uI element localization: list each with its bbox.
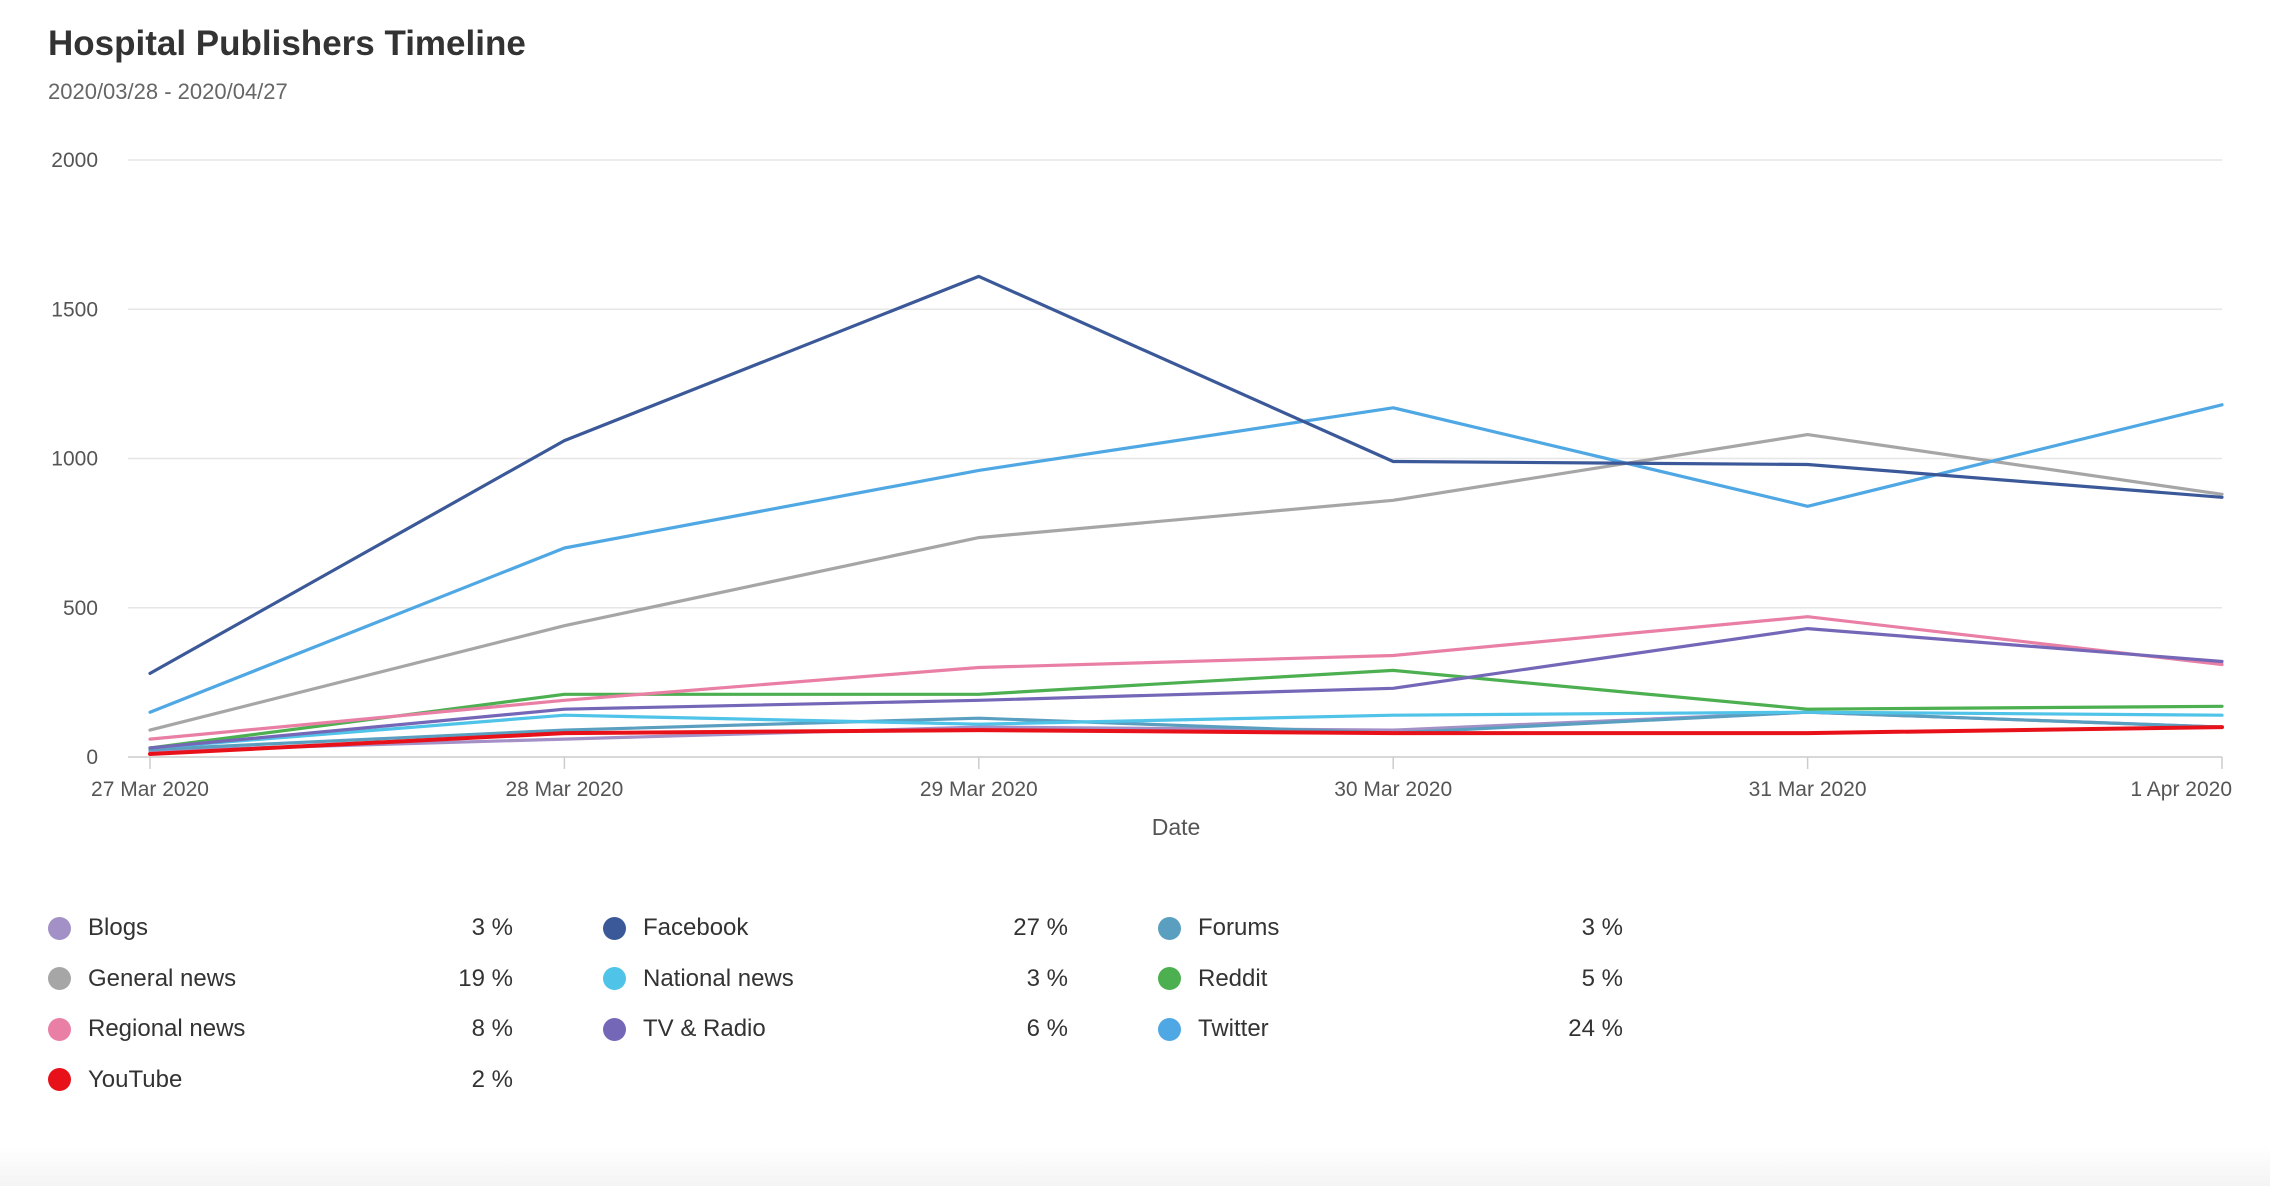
legend-swatch xyxy=(48,967,71,990)
legend-share: 3 % xyxy=(1026,964,1068,992)
legend-label: General news xyxy=(88,964,237,992)
legend-item-reddit[interactable]: Reddit 5 % xyxy=(1158,959,1623,999)
y-tick-label: 1500 xyxy=(51,298,98,321)
legend-label: YouTube xyxy=(88,1065,183,1093)
legend-share: 2 % xyxy=(471,1065,513,1093)
x-tick-label: 28 Mar 2020 xyxy=(505,778,623,801)
x-tick-label: 30 Mar 2020 xyxy=(1334,778,1452,801)
series-line-reddit xyxy=(148,668,2224,750)
chart-title: Hospital Publishers Timeline xyxy=(48,24,526,63)
legend-share: 19 % xyxy=(458,964,513,992)
legend-swatch xyxy=(1158,1017,1181,1041)
gridlines xyxy=(128,159,2222,609)
x-tick-label: 27 Mar 2020 xyxy=(91,778,209,801)
legend-share: 6 % xyxy=(1026,1015,1068,1042)
legend-share: 27 % xyxy=(1013,914,1068,941)
legend: Blogs 3 % General news 19 % Regional news 8 %… xyxy=(48,908,1648,1118)
y-axis-ticks: 0 500 1000 1500 2000 xyxy=(51,149,98,769)
series-line-twitter xyxy=(148,403,2224,714)
legend-swatch xyxy=(48,1068,71,1091)
legend-item-forums[interactable]: Forums 3 % xyxy=(1158,908,1623,948)
legend-item-regional-news[interactable]: Regional news 8 % xyxy=(48,1009,513,1049)
legend-swatch xyxy=(1158,916,1181,940)
y-tick-label: 1000 xyxy=(51,448,98,471)
legend-share: 24 % xyxy=(1568,1015,1623,1042)
legend-item-blogs[interactable]: Blogs 3 % xyxy=(48,908,513,948)
chart-date-range: 2020/03/28 - 2020/04/27 xyxy=(48,79,288,104)
series-line-regional-news xyxy=(148,615,2224,741)
legend-label: Twitter xyxy=(1198,1015,1269,1042)
legend-item-youtube[interactable]: YouTube 2 % xyxy=(48,1060,513,1100)
x-tick-label: 29 Mar 2020 xyxy=(920,778,1038,801)
legend-item-facebook[interactable]: Facebook 27 % xyxy=(603,908,1068,948)
legend-share: 3 % xyxy=(471,914,513,941)
legend-item-twitter[interactable]: Twitter 24 % xyxy=(1158,1009,1623,1049)
legend-item-national-news[interactable]: National news 3 % xyxy=(603,959,1068,999)
legend-label: National news xyxy=(643,964,794,992)
y-tick-label: 0 xyxy=(86,746,98,769)
legend-swatch xyxy=(48,1017,71,1041)
legend-share: 3 % xyxy=(1581,914,1623,941)
series-line-national-news xyxy=(148,710,2224,750)
legend-swatch xyxy=(603,916,626,940)
legend-swatch xyxy=(603,1017,626,1041)
series-line-tv-radio xyxy=(148,626,2224,750)
series-line-facebook xyxy=(148,274,2224,676)
x-tick-label: 1 Apr 2020 xyxy=(2130,778,2232,801)
legend-swatch xyxy=(1158,967,1181,990)
legend-share: 5 % xyxy=(1581,964,1623,992)
footer-bar xyxy=(0,1146,2270,1186)
x-axis: 27 Mar 2020 28 Mar 2020 29 Mar 2020 30 Mar … xyxy=(91,756,2232,801)
legend-item-tv-radio[interactable]: TV & Radio 6 % xyxy=(603,1009,1068,1049)
y-tick-label: 2000 xyxy=(51,149,98,172)
legend-label: Blogs xyxy=(88,914,149,941)
legend-share: 8 % xyxy=(471,1015,513,1042)
series-line-forums xyxy=(148,710,2224,752)
legend-label: Regional news xyxy=(88,1015,246,1042)
legend-label: Facebook xyxy=(643,914,749,941)
x-axis-title: Date xyxy=(1152,814,1201,840)
x-tick-label: 31 Mar 2020 xyxy=(1749,778,1867,801)
legend-item-general-news[interactable]: General news 19 % xyxy=(48,959,513,999)
series-line-general-news xyxy=(148,433,2224,732)
legend-label: Forums xyxy=(1198,914,1280,941)
series-lines xyxy=(148,274,2224,756)
legend-swatch xyxy=(48,916,71,940)
series-line-youtube xyxy=(148,725,2224,756)
legend-label: Reddit xyxy=(1198,964,1268,992)
y-tick-label: 500 xyxy=(63,597,98,620)
legend-label: TV & Radio xyxy=(643,1015,766,1042)
chart-header: Hospital Publishers Timeline 2020/03/28 … xyxy=(48,22,526,106)
legend-swatch xyxy=(603,967,626,990)
